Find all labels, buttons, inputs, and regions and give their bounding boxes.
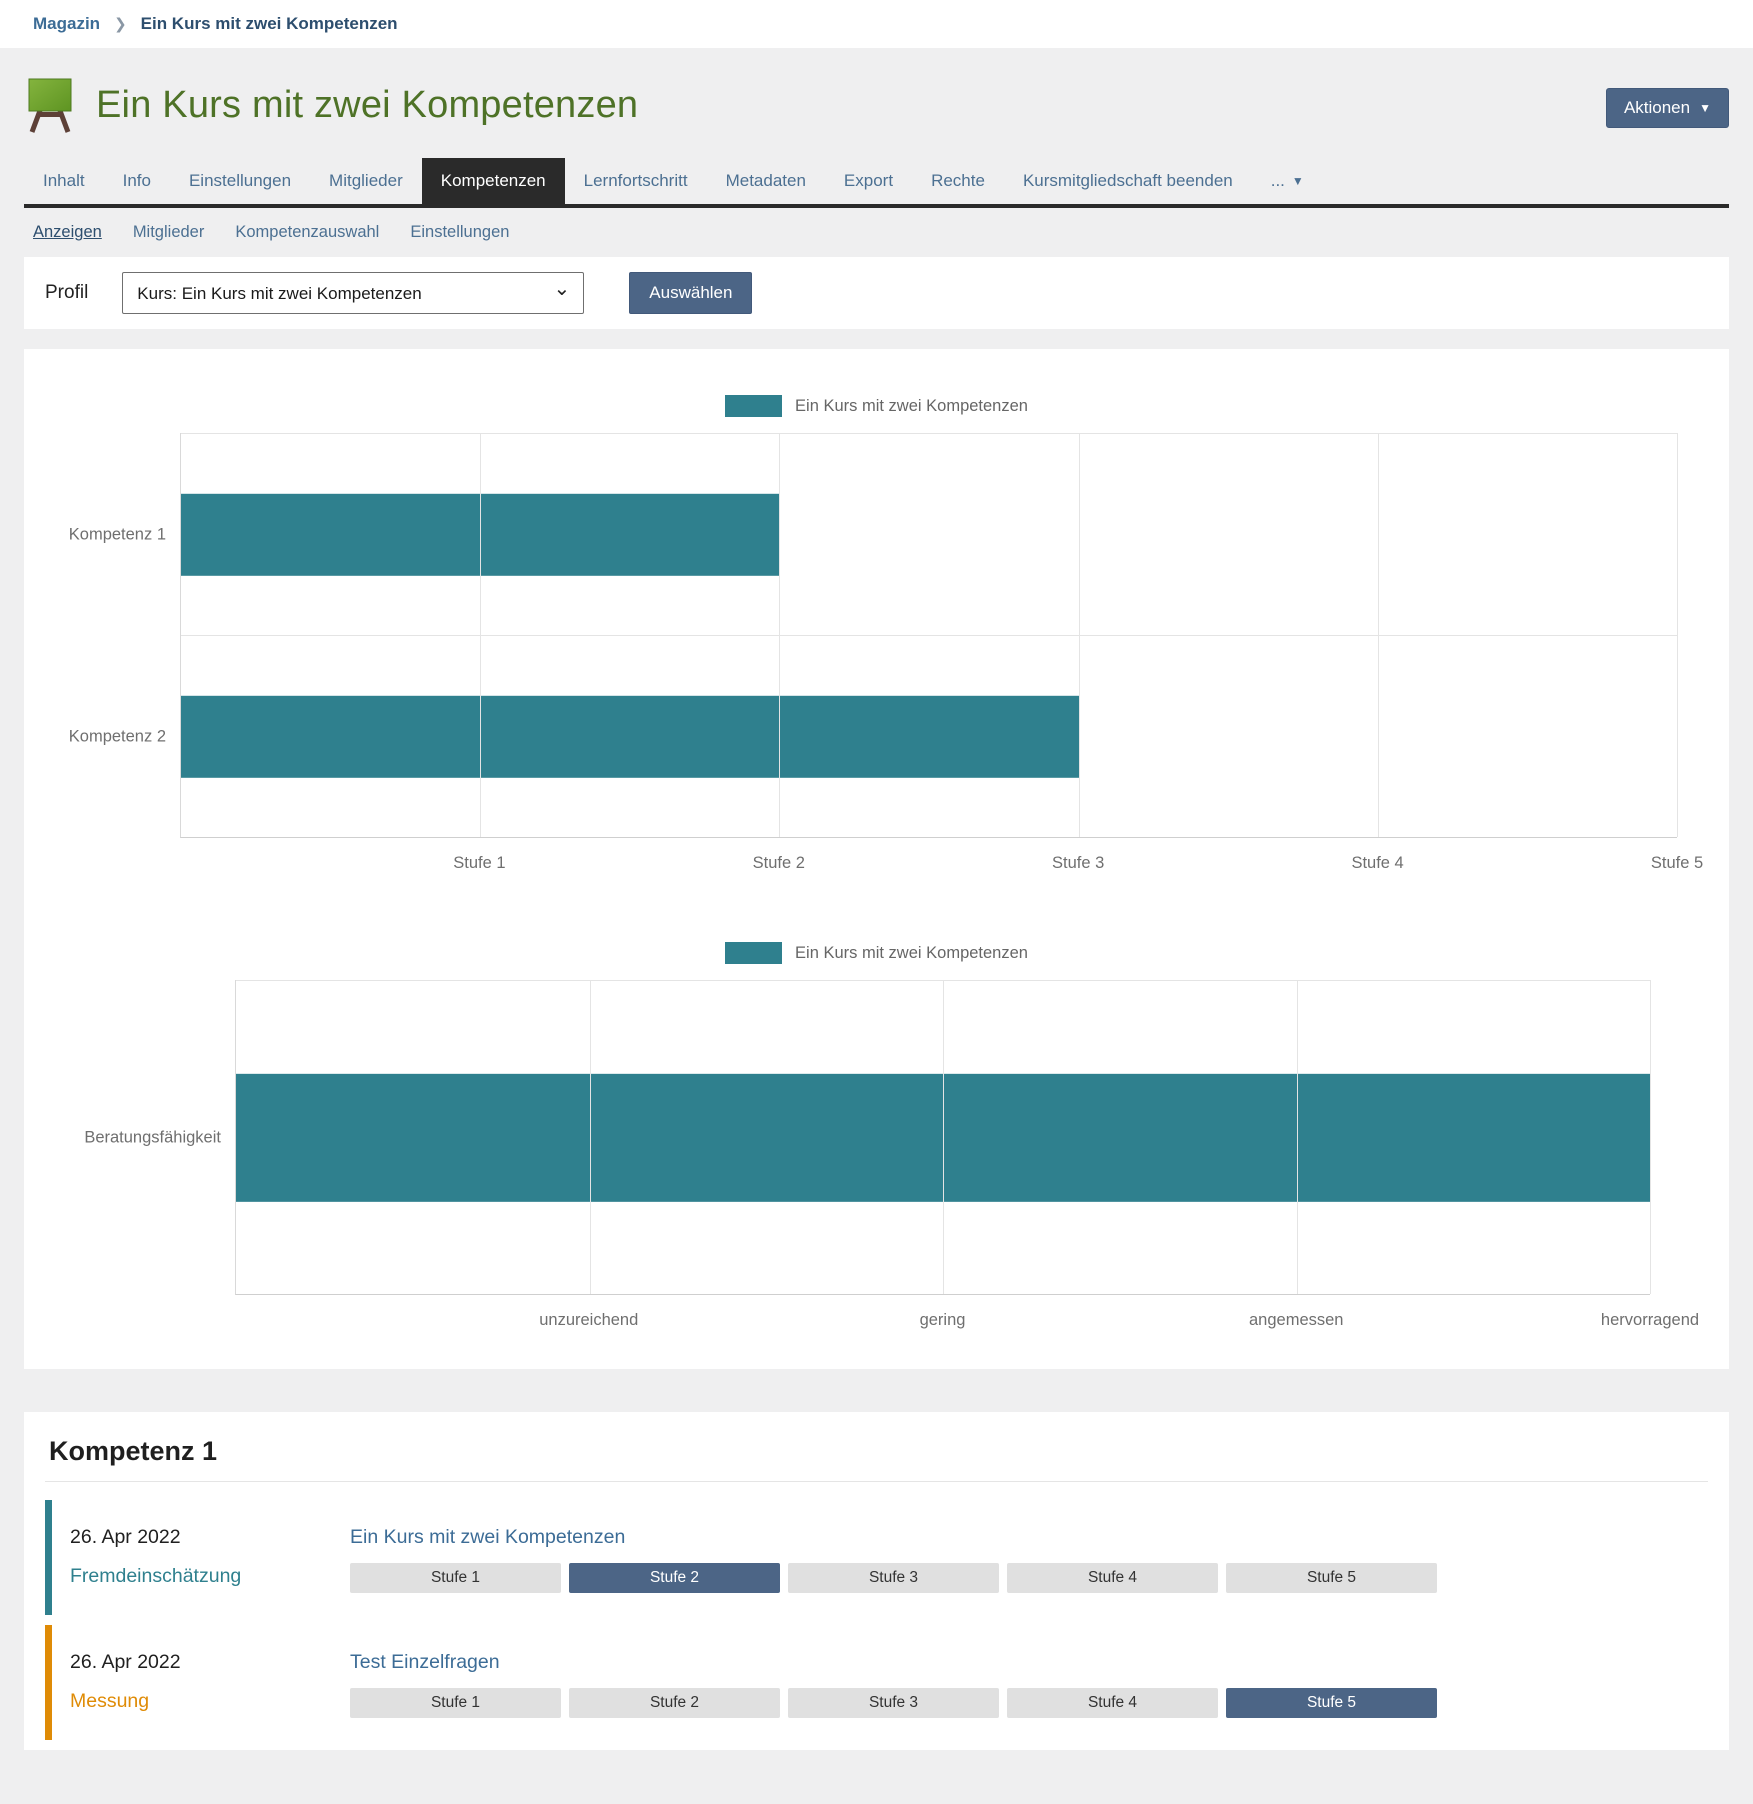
x-tick-label: Stufe 2 [752, 854, 805, 872]
x-axis: unzureichend gering angemessen hervorragend [235, 1295, 1699, 1341]
level-button[interactable]: Stufe 3 [788, 1563, 999, 1593]
course-header: Ein Kurs mit zwei Kompetenzen Aktionen ▼ [24, 76, 1729, 134]
profile-select-wrap: Kurs: Ein Kurs mit zwei Kompetenzen [122, 272, 585, 314]
gridline [943, 980, 944, 1294]
subtab-anzeigen[interactable]: Anzeigen [33, 223, 102, 241]
chevron-down-icon: ▼ [1699, 101, 1711, 115]
gridline [1296, 980, 1298, 1294]
actions-button-label: Aktionen [1623, 98, 1691, 117]
subtab-einstellungen[interactable]: Einstellungen [410, 223, 510, 241]
chart-legend: Ein Kurs mit zwei Kompetenzen [54, 942, 1699, 964]
chart-plot-area: Kompetenz 1 Kompetenz 2 [69, 433, 1678, 838]
tab-kompetenzen[interactable]: Kompetenzen [421, 158, 565, 204]
tab-einstellungen[interactable]: Einstellungen [188, 171, 292, 190]
level-button-selected[interactable]: Stufe 2 [569, 1563, 780, 1593]
entry-date: 26. Apr 2022 [70, 1651, 181, 1673]
profile-panel: Profil Kurs: Ein Kurs mit zwei Kompetenz… [24, 257, 1729, 329]
y-axis-category-label: Kompetenz 2 [68, 727, 166, 745]
level-button[interactable]: Stufe 4 [1007, 1688, 1218, 1718]
tab-metadaten[interactable]: Metadaten [725, 171, 806, 190]
entry-course-link[interactable]: Ein Kurs mit zwei Kompetenzen [350, 1526, 626, 1548]
subtab-mitglieder[interactable]: Mitglieder [132, 223, 205, 241]
tab-export[interactable]: Export [843, 171, 894, 190]
competence-title: Kompetenz 1 [45, 1436, 1708, 1482]
competences-bar-chart: Ein Kurs mit zwei Kompetenzen Kompetenz 1… [54, 395, 1703, 884]
x-tick-label: hervorragend [1600, 1311, 1700, 1329]
x-tick-label: angemessen [1249, 1311, 1344, 1329]
beratungsfaehigkeit-bar-chart: Ein Kurs mit zwei Kompetenzen Beratungsfä… [54, 942, 1699, 1341]
breadcrumb: Magazin ❯ Ein Kurs mit zwei Kompetenzen [0, 0, 1753, 48]
page-title: Ein Kurs mit zwei Kompetenzen [96, 83, 639, 126]
tab-inhalt[interactable]: Inhalt [43, 171, 85, 190]
profile-label: Profil [45, 282, 89, 303]
gridline [779, 433, 781, 837]
x-tick-label: Stufe 3 [1052, 854, 1105, 872]
chart-plot-area: Beratungsfähigkeit [84, 980, 1651, 1295]
level-scale: Stufe 1 Stufe 2 Stufe 3 Stufe 4 Stufe 5 [350, 1563, 1437, 1593]
subtab-kompetenzauswahl[interactable]: Kompetenzauswahl [235, 223, 380, 241]
entry-detail: Ein Kurs mit zwei Kompetenzen Stufe 1 Stu… [350, 1526, 1437, 1593]
legend-swatch-icon [725, 395, 783, 417]
gridline [1377, 433, 1379, 837]
entry-kind-label: Fremdeinschätzung [70, 1565, 242, 1587]
data-bar [181, 695, 1079, 778]
level-button[interactable]: Stufe 1 [350, 1563, 561, 1593]
profile-select-button[interactable]: Auswählen [629, 272, 753, 314]
entry-kind-label: Messung [70, 1690, 150, 1712]
level-scale: Stufe 1 Stufe 2 Stufe 3 Stufe 4 Stufe 5 [350, 1688, 1437, 1718]
x-tick-label: Stufe 4 [1351, 854, 1404, 872]
level-button-selected[interactable]: Stufe 5 [1226, 1688, 1437, 1718]
x-tick-label: gering [919, 1311, 966, 1329]
charts-panel: Ein Kurs mit zwei Kompetenzen Kompetenz 1… [24, 349, 1729, 1369]
chart-legend: Ein Kurs mit zwei Kompetenzen [54, 395, 1699, 417]
profile-select[interactable]: Kurs: Ein Kurs mit zwei Kompetenzen [122, 272, 585, 314]
level-button[interactable]: Stufe 2 [569, 1688, 780, 1718]
tab-lernfortschritt[interactable]: Lernfortschritt [583, 171, 688, 190]
competence-entry: 26. Apr 2022 Fremdeinschätzung Ein Kurs … [45, 1500, 1708, 1615]
kompetenzen-subtabs: Anzeigen Mitglieder Kompetenzauswahl Ein… [33, 223, 1729, 242]
gridline [589, 980, 591, 1294]
entry-test-link[interactable]: Test Einzelfragen [350, 1651, 500, 1673]
level-button[interactable]: Stufe 1 [350, 1688, 561, 1718]
entry-date: 26. Apr 2022 [70, 1526, 181, 1548]
chart-row: Kompetenz 2 [69, 635, 1677, 837]
chart-row: Kompetenz 1 [69, 433, 1677, 635]
legend-label: Ein Kurs mit zwei Kompetenzen [795, 943, 1028, 962]
y-axis-category-label: Kompetenz 1 [68, 525, 166, 543]
gridline [1650, 980, 1651, 1294]
competence-detail-panel: Kompetenz 1 26. Apr 2022 Fremdeinschätzu… [24, 1412, 1729, 1750]
entry-meta: 26. Apr 2022 Fremdeinschätzung [70, 1526, 350, 1593]
tab-rechte[interactable]: Rechte [931, 171, 985, 190]
actions-button[interactable]: Aktionen ▼ [1605, 88, 1729, 128]
chevron-right-icon: ❯ [114, 16, 127, 33]
gridline [1677, 433, 1678, 837]
legend-swatch-icon [725, 942, 783, 964]
x-axis: Stufe 1 Stufe 2 Stufe 3 Stufe 4 Stufe 5 [180, 838, 1703, 884]
x-tick-label: Stufe 5 [1650, 854, 1704, 872]
tab-overflow-label: ... [1270, 171, 1285, 190]
gridline [1078, 433, 1080, 837]
competence-entry: 26. Apr 2022 Messung Test Einzelfragen S… [45, 1625, 1708, 1740]
level-button[interactable]: Stufe 5 [1226, 1563, 1437, 1593]
tab-overflow-menu[interactable]: ... ▼ [1252, 158, 1323, 204]
breadcrumb-current: Ein Kurs mit zwei Kompetenzen [140, 14, 398, 33]
level-button[interactable]: Stufe 4 [1007, 1563, 1218, 1593]
level-button[interactable]: Stufe 3 [788, 1688, 999, 1718]
y-axis-category-label: Beratungsfähigkeit [84, 1128, 221, 1146]
course-easel-icon [28, 78, 72, 133]
x-tick-label: Stufe 1 [453, 854, 506, 872]
tab-mitglieder[interactable]: Mitglieder [329, 171, 403, 190]
breadcrumb-link-magazin[interactable]: Magazin [33, 14, 101, 33]
tab-kursmitgliedschaft-beenden[interactable]: Kursmitgliedschaft beenden [1022, 171, 1233, 190]
gridline [480, 433, 482, 837]
x-tick-label: unzureichend [539, 1311, 639, 1329]
course-tabbar: Inhalt Info Einstellungen Mitglieder Kom… [24, 158, 1729, 208]
entry-meta: 26. Apr 2022 Messung [70, 1651, 350, 1718]
tab-info[interactable]: Info [122, 171, 151, 190]
chevron-down-icon: ▼ [1291, 174, 1304, 188]
legend-label: Ein Kurs mit zwei Kompetenzen [795, 396, 1028, 415]
